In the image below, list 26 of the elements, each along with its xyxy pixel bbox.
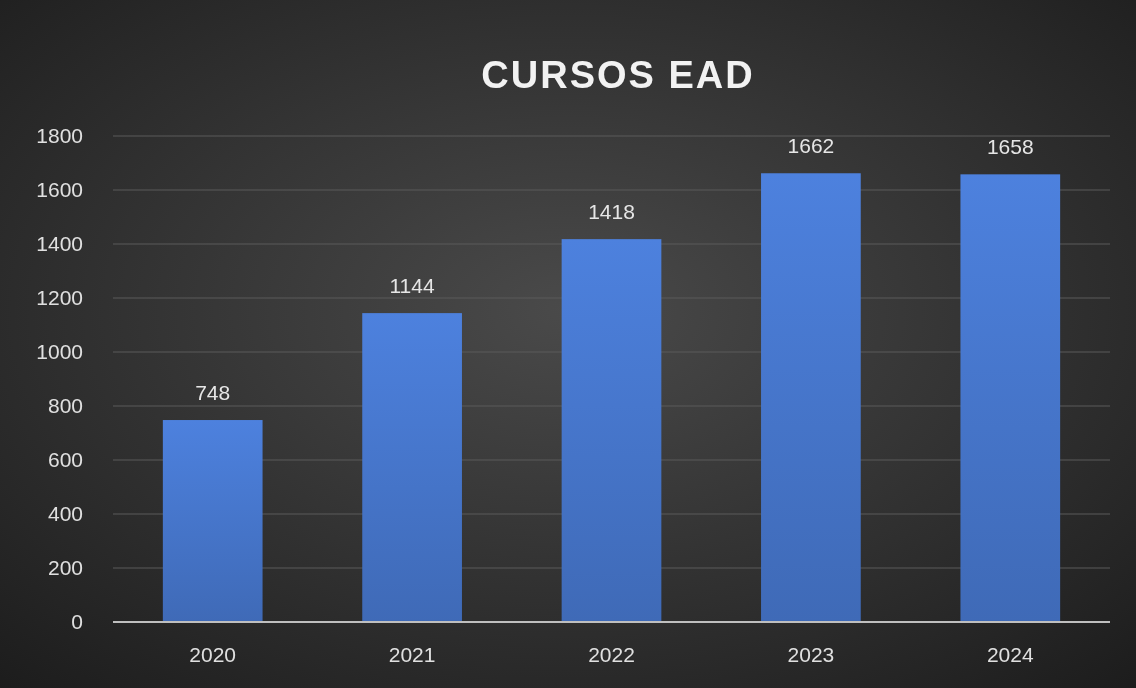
bar xyxy=(362,313,462,622)
y-tick-label: 1400 xyxy=(36,232,83,256)
x-tick-label: 2021 xyxy=(388,643,436,666)
data-label: 748 xyxy=(195,381,231,405)
data-label: 1418 xyxy=(588,200,635,224)
x-tick-label: 2024 xyxy=(986,643,1034,666)
x-tick-label: 2023 xyxy=(787,643,835,666)
y-tick-label: 1800 xyxy=(36,124,83,148)
y-tick-label: 0 xyxy=(71,610,83,634)
y-tick-label: 1600 xyxy=(36,178,83,202)
y-tick-label: 1200 xyxy=(36,286,83,310)
x-tick-label: 2020 xyxy=(189,643,237,666)
bar xyxy=(960,174,1061,622)
bar xyxy=(162,420,263,622)
data-label: 1658 xyxy=(986,135,1034,159)
bar xyxy=(561,239,662,622)
data-label: 1144 xyxy=(389,274,435,298)
bar xyxy=(761,173,861,622)
chart-title: CURSOS EAD xyxy=(481,54,755,96)
y-tick-label: 600 xyxy=(47,448,83,472)
y-tick-label: 200 xyxy=(47,556,83,580)
y-tick-label: 400 xyxy=(47,502,83,526)
y-tick-label: 1000 xyxy=(36,340,83,364)
y-tick-label: 800 xyxy=(47,394,83,418)
x-tick-label: 2022 xyxy=(588,643,635,666)
data-label: 1662 xyxy=(787,134,835,158)
